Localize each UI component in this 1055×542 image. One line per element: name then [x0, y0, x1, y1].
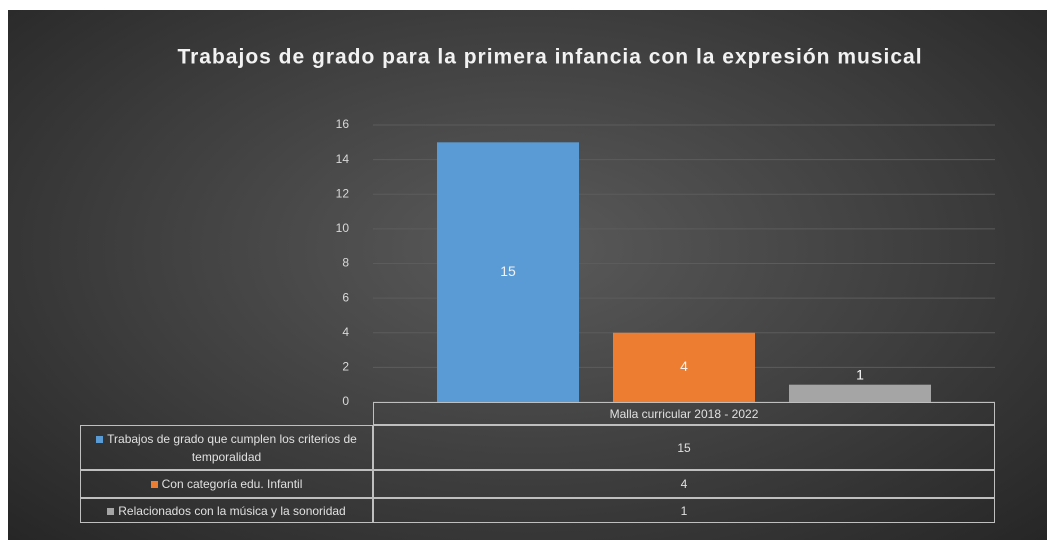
legend-cell: Con categoría edu. Infantil — [80, 470, 373, 498]
data-label: 15 — [500, 263, 516, 279]
bar — [789, 384, 931, 402]
table-value: 15 — [373, 425, 995, 470]
legend-swatch — [150, 481, 158, 489]
legend-cell: Trabajos de grado que cumplen los criter… — [80, 425, 373, 470]
legend-entry: Trabajos de grado que cumplen los criter… — [85, 430, 368, 466]
legend-label: Con categoría edu. Infantil — [161, 477, 303, 491]
data-label: 4 — [680, 358, 688, 374]
table-value: 4 — [373, 470, 995, 498]
chart: Trabajos de grado para la primera infanc… — [177, 46, 995, 408]
chart-title: Trabajos de grado para la primera infanc… — [177, 46, 922, 69]
bar — [613, 332, 755, 402]
legend-label: Relacionados con la música y la sonorida… — [118, 503, 346, 518]
legend-cell: Relacionados con la música y la sonorida… — [80, 498, 373, 523]
legend-entry: Relacionados con la música y la sonorida… — [107, 502, 346, 520]
table-value: 1 — [373, 498, 995, 523]
y-tick-label: 10 — [336, 221, 350, 235]
y-tick-label: 6 — [342, 290, 349, 304]
y-tick-label: 8 — [342, 256, 349, 270]
y-tick-label: 2 — [342, 360, 349, 374]
legend-swatch — [96, 435, 104, 443]
table-header: Malla curricular 2018 - 2022 — [373, 402, 995, 425]
y-tick-label: 0 — [342, 394, 349, 408]
data-label: 1 — [856, 366, 864, 382]
y-tick-label: 14 — [336, 152, 350, 166]
legend-entry: Con categoría edu. Infantil — [150, 475, 303, 493]
y-tick-label: 4 — [342, 325, 349, 339]
legend-swatch — [107, 507, 115, 515]
y-tick-label: 16 — [336, 117, 350, 131]
bar — [437, 142, 579, 402]
y-tick-label: 12 — [336, 186, 350, 200]
chart-area: Trabajos de grado para la primera infanc… — [8, 10, 1047, 540]
legend-label: Trabajos de grado que cumplen los criter… — [107, 431, 357, 464]
